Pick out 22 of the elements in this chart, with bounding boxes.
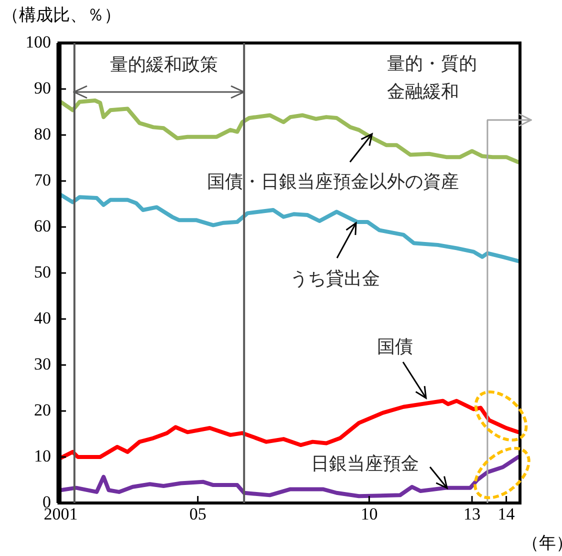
annotation: 量的緩和政策 xyxy=(110,54,218,75)
text: 国債 xyxy=(377,336,413,357)
y-tick-label: 40 xyxy=(34,308,51,328)
x-tick-label: 13 xyxy=(464,504,481,524)
y-tick-label: 30 xyxy=(34,354,51,374)
y-axis-title: （構成比、％） xyxy=(2,5,121,24)
y-tick-label: 90 xyxy=(34,78,51,98)
y-tick-label: 10 xyxy=(34,446,51,466)
x-tick-label: 05 xyxy=(189,504,206,524)
text: うち貸出金 xyxy=(290,268,380,289)
x-tick-label: 10 xyxy=(360,504,378,524)
series-label: 日銀当座預金 xyxy=(311,454,419,474)
y-tick-label: 80 xyxy=(34,124,51,144)
y-tick-label: 100 xyxy=(26,32,51,52)
annotation: 量的・質的金融緩和 xyxy=(387,54,477,102)
x-axis-title: （年） xyxy=(522,533,562,552)
y-tick-label: 50 xyxy=(34,262,51,282)
x-tick-label: 14 xyxy=(498,504,516,524)
y-tick-label: 20 xyxy=(34,400,51,420)
series-label: 国債・日銀当座預金以外の資産 xyxy=(207,172,459,192)
y-tick-label: 70 xyxy=(34,170,51,190)
y-tick-label: 60 xyxy=(34,216,51,236)
